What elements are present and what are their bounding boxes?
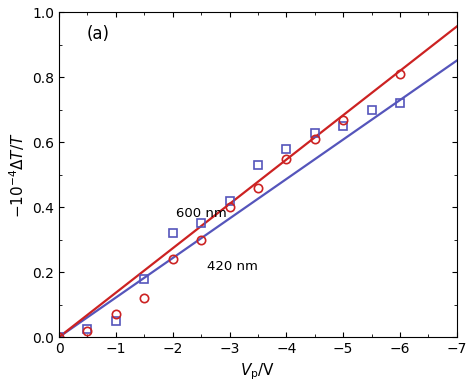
Text: (a): (a)	[87, 25, 110, 44]
Y-axis label: $-10^{-4}\Delta T/T$: $-10^{-4}\Delta T/T$	[7, 132, 27, 217]
X-axis label: $V_\mathrm{p}$/V: $V_\mathrm{p}$/V	[240, 361, 275, 382]
Text: 420 nm: 420 nm	[207, 261, 258, 273]
Text: 600 nm: 600 nm	[175, 207, 226, 220]
